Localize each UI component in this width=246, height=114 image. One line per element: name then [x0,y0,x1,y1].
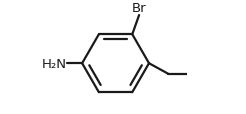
Text: Br: Br [132,2,146,15]
Text: H₂N: H₂N [42,57,67,70]
